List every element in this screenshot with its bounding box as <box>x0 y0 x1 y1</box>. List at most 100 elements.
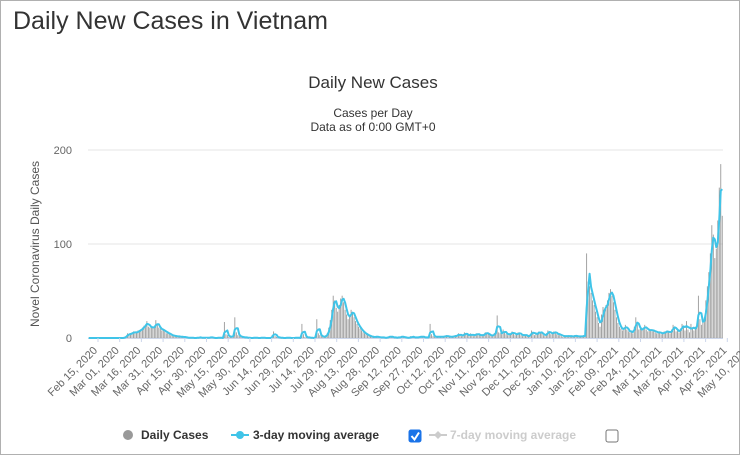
daily-cases-bar <box>630 330 632 338</box>
daily-cases-bar <box>514 335 516 338</box>
daily-cases-bar <box>338 305 340 338</box>
daily-cases-bar <box>592 300 594 338</box>
ma7-checkbox[interactable] <box>605 429 619 443</box>
daily-cases-bar <box>449 337 450 338</box>
daily-cases-bar <box>362 332 364 338</box>
daily-cases-bar <box>571 337 573 338</box>
daily-cases-bar <box>234 317 236 338</box>
daily-cases-bar <box>705 300 707 338</box>
daily-cases-bar <box>624 324 626 338</box>
daily-cases-bar <box>332 295 334 338</box>
daily-cases-bar <box>702 321 704 338</box>
daily-cases-bar <box>680 328 681 338</box>
daily-cases-bar <box>687 329 689 338</box>
daily-cases-bar <box>538 331 540 338</box>
daily-cases-bar <box>322 337 324 338</box>
daily-cases-bar <box>708 272 710 338</box>
daily-cases-bar <box>274 336 276 338</box>
legend-ma3[interactable]: 3-day moving average <box>231 428 379 442</box>
legend-daily-cases[interactable]: Daily Cases <box>123 428 209 442</box>
daily-cases-bar <box>367 335 368 338</box>
daily-cases-bar <box>617 322 619 338</box>
daily-cases-bar <box>434 337 436 338</box>
daily-cases-bar <box>604 309 605 338</box>
daily-cases-bar <box>714 258 716 338</box>
daily-cases-bar <box>370 336 371 338</box>
daily-cases-bar <box>654 332 656 338</box>
daily-cases-bar <box>161 330 163 338</box>
daily-cases-bar <box>159 328 161 338</box>
daily-cases-bar <box>587 281 589 338</box>
daily-cases-bar <box>641 330 643 338</box>
daily-cases-bar <box>577 337 579 338</box>
daily-cases-bar <box>343 302 345 338</box>
daily-cases-bar <box>668 332 670 338</box>
daily-cases-bar <box>177 337 179 338</box>
daily-cases-bar <box>694 326 696 338</box>
daily-cases-bar <box>504 332 506 338</box>
daily-cases-bar <box>225 334 227 338</box>
legend-daily-marker <box>123 430 133 440</box>
daily-cases-bar <box>678 332 680 338</box>
daily-cases-bar <box>519 333 520 338</box>
daily-cases-bar <box>612 302 614 338</box>
daily-cases-bar <box>672 324 674 338</box>
daily-cases-bar <box>721 215 723 338</box>
daily-cases-bar <box>174 336 176 338</box>
daily-cases-bar <box>320 336 322 338</box>
daily-cases-bar <box>684 330 686 338</box>
daily-cases-bar <box>602 306 604 338</box>
daily-cases-bar <box>590 292 592 338</box>
daily-cases-bar <box>511 331 513 338</box>
checkmark-icon <box>410 431 420 442</box>
daily-cases-bar <box>593 305 595 338</box>
daily-cases-bar <box>344 309 346 338</box>
daily-cases-bar <box>302 334 304 338</box>
daily-cases-bar <box>532 333 534 338</box>
daily-cases-bar <box>608 292 610 338</box>
chart-title: Daily New Cases <box>308 73 437 92</box>
daily-cases-bar <box>696 322 698 338</box>
daily-cases-bar <box>133 331 134 338</box>
daily-cases-bar <box>666 330 668 338</box>
ma3-checkbox[interactable] <box>408 429 422 443</box>
daily-cases-bar <box>648 328 650 338</box>
daily-cases-bar <box>173 336 175 338</box>
daily-cases-bar <box>621 330 623 338</box>
daily-cases-bar <box>486 333 488 338</box>
daily-cases-bar <box>533 335 535 338</box>
daily-cases-bar <box>541 333 543 338</box>
daily-cases-bar <box>346 314 348 338</box>
daily-cases-bar <box>335 307 337 338</box>
y-tick-label: 100 <box>54 239 72 251</box>
daily-cases-bar <box>659 332 661 338</box>
daily-cases-bar <box>647 331 649 338</box>
daily-cases-bar <box>636 323 638 338</box>
daily-cases-bar <box>478 334 480 338</box>
daily-cases-bar <box>671 329 673 338</box>
daily-cases-bar <box>712 234 714 338</box>
daily-cases-bar <box>316 319 318 338</box>
daily-cases-bar <box>158 327 160 338</box>
daily-cases-bar <box>471 335 473 338</box>
daily-cases-bar <box>686 321 687 338</box>
daily-cases-bar <box>462 335 464 338</box>
daily-cases-bar <box>522 336 523 338</box>
daily-cases-bar <box>431 334 433 338</box>
chart-subtitle-date: Data as of 0:00 GMT+0 <box>310 120 435 134</box>
legend-ma7[interactable]: 7-day moving average <box>429 428 576 442</box>
daily-cases-bar <box>167 332 169 338</box>
daily-cases-bar <box>472 336 474 338</box>
daily-cases-bar <box>689 332 690 338</box>
daily-cases-bar <box>651 331 653 338</box>
daily-cases-bar <box>447 337 449 338</box>
daily-cases-bar <box>153 327 155 338</box>
daily-cases-bar <box>548 332 550 338</box>
daily-cases-bar <box>535 332 537 338</box>
daily-cases-bar <box>626 329 628 338</box>
daily-cases-bar <box>642 327 644 338</box>
daily-cases-bar <box>645 329 647 338</box>
daily-cases-bar <box>155 320 157 338</box>
